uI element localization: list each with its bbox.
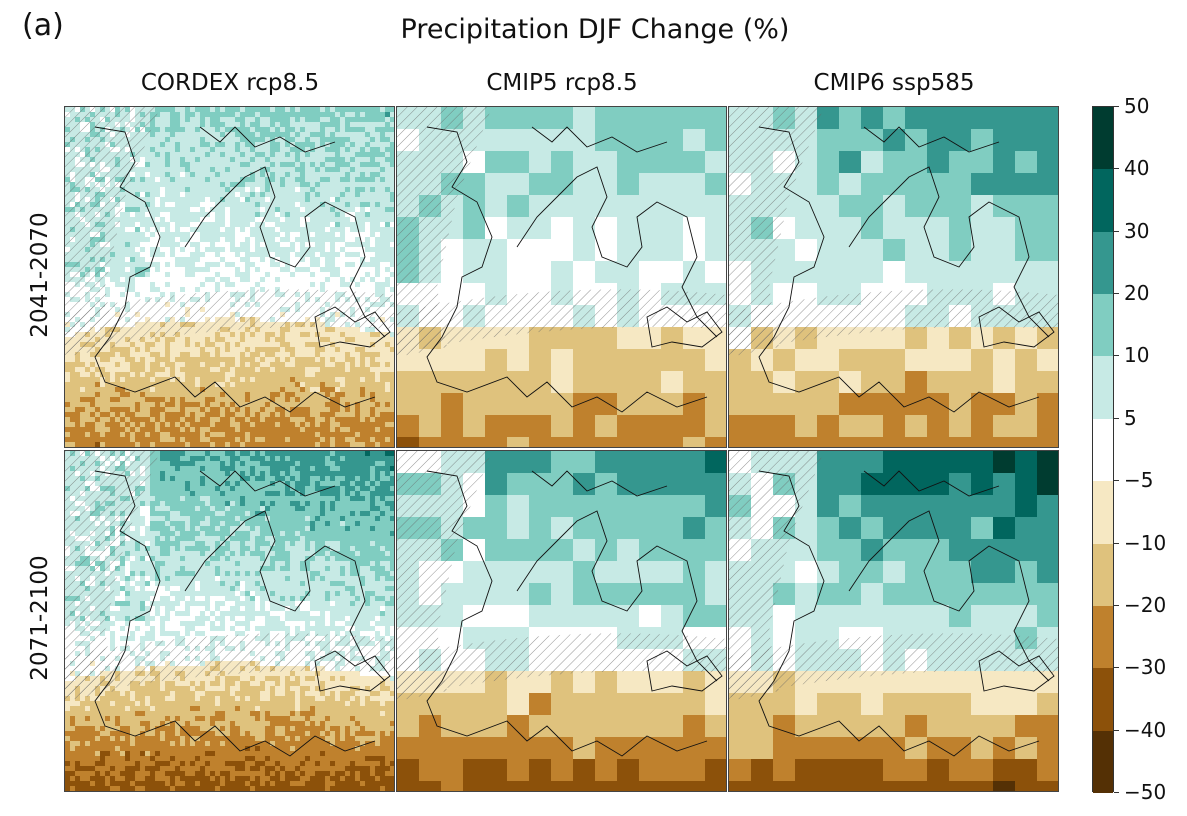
row-title-2041-2070: 2041-2070	[27, 212, 53, 338]
colorbar-tick-label: 20	[1124, 281, 1150, 306]
colorbar-tick-mark	[1114, 667, 1119, 669]
coastline	[94, 470, 391, 757]
colorbar-tick-mark	[1114, 417, 1119, 419]
colorbar-tick-label: −5	[1124, 468, 1154, 493]
hatch-region	[729, 451, 824, 701]
colorbar-tick-mark	[1114, 542, 1119, 544]
map-canvas	[397, 451, 726, 791]
column-title-cmip6: CMIP6 ssp585	[813, 70, 975, 96]
colorbar-tick-mark	[1114, 168, 1119, 170]
hatch-band	[65, 289, 394, 354]
colorbar-segment	[1093, 169, 1113, 233]
map-cmip5-2041-2070	[396, 106, 727, 448]
coastline	[426, 470, 723, 757]
colorbar-segment	[1093, 481, 1113, 545]
hatch-band	[397, 633, 726, 698]
figure-title: Precipitation DJF Change (%)	[400, 14, 790, 45]
column-title-cordex: CORDEX rcp8.5	[140, 70, 320, 96]
colorbar-tick-label: −30	[1124, 655, 1167, 680]
colorbar-tick-label: 40	[1124, 156, 1150, 181]
colorbar-tick-label: 30	[1124, 218, 1150, 243]
map-canvas	[65, 451, 394, 791]
colorbar-tick-label: 5	[1124, 405, 1137, 430]
colorbar-segment	[1093, 668, 1113, 732]
colorbar-tick-label: −40	[1124, 717, 1167, 742]
colorbar-tick-label: 50	[1124, 94, 1150, 118]
hatch-band	[729, 633, 1058, 698]
coastline	[426, 126, 723, 413]
map-cmip6-2071-2100	[728, 450, 1059, 792]
coastline	[94, 126, 391, 413]
colorbar-tick-label: −50	[1124, 780, 1167, 804]
map-cordex-2071-2100	[64, 450, 395, 792]
colorbar-segment	[1093, 231, 1113, 295]
map-canvas	[729, 451, 1058, 791]
colorbar-tick-mark	[1114, 355, 1119, 357]
hatch-band	[65, 633, 394, 698]
row-title-2071-2100: 2071-2100	[27, 555, 53, 681]
map-canvas	[65, 107, 394, 447]
colorbar-tick-mark	[1114, 293, 1119, 295]
colorbar-tick-mark	[1114, 729, 1119, 731]
hatch-region	[65, 107, 160, 357]
colorbar-segment	[1093, 605, 1113, 669]
hatch-region	[397, 451, 492, 701]
precipitation-field	[65, 451, 394, 791]
map-canvas	[397, 107, 726, 447]
hatch-band	[729, 289, 1058, 354]
coastline	[758, 470, 1055, 757]
colorbar-tick-label: −10	[1124, 530, 1167, 555]
colorbar-tick-mark	[1114, 792, 1119, 793]
precipitation-field	[397, 451, 726, 791]
colorbar-segment	[1093, 730, 1113, 794]
map-cmip5-2071-2100	[396, 450, 727, 792]
hatch-region	[65, 451, 160, 701]
column-title-cmip5: CMIP5 rcp8.5	[486, 70, 638, 96]
colorbar	[1092, 106, 1114, 794]
hatch-region	[397, 107, 492, 357]
colorbar-tick-mark	[1114, 230, 1119, 232]
colorbar-segment	[1093, 543, 1113, 607]
colorbar-segment	[1093, 107, 1113, 170]
map-canvas	[729, 107, 1058, 447]
colorbar-tick-mark	[1114, 480, 1119, 482]
map-cordex-2041-2070	[64, 106, 395, 448]
map-cmip6-2041-2070	[728, 106, 1059, 448]
colorbar-segment	[1093, 418, 1113, 482]
colorbar-tick-mark	[1114, 604, 1119, 606]
colorbar-tick-label: −20	[1124, 592, 1167, 617]
colorbar-tick-mark	[1114, 106, 1119, 107]
colorbar-segment	[1093, 294, 1113, 357]
colorbar-segment	[1093, 356, 1113, 420]
colorbar-tick-label: 10	[1124, 343, 1150, 368]
hatch-band	[397, 289, 726, 354]
panel-label: (a)	[22, 8, 64, 43]
hatch-region	[729, 107, 824, 357]
coastline	[758, 126, 1055, 413]
